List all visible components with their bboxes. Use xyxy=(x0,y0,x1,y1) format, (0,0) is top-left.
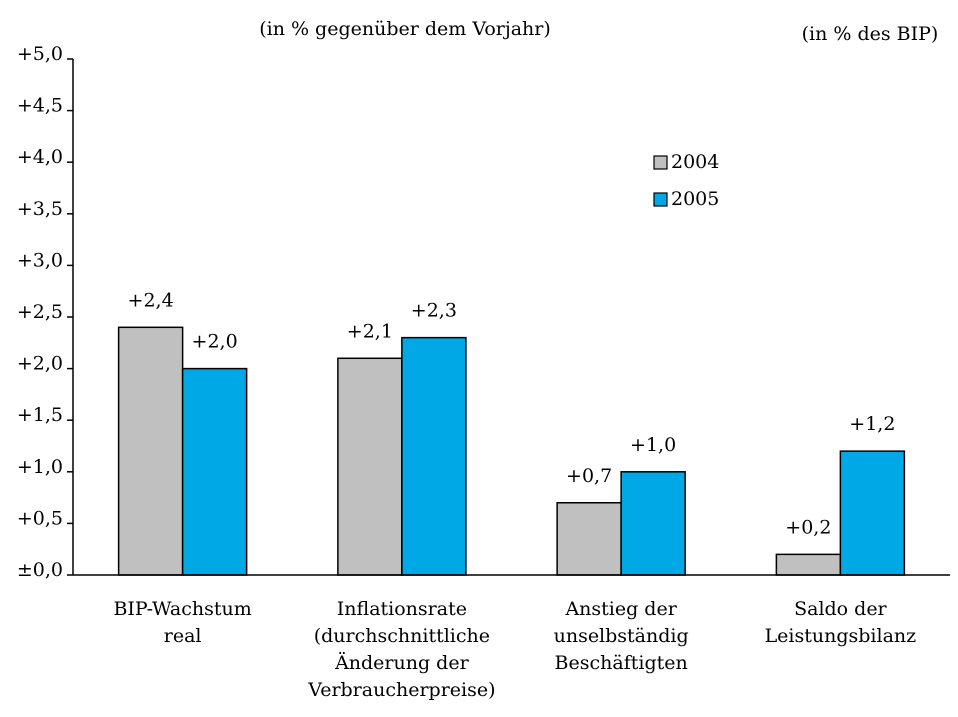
y-tick-label: +3,0 xyxy=(17,249,63,271)
y-tick-label: +4,5 xyxy=(17,95,63,117)
annotation: (in % gegenüber dem Vorjahr) xyxy=(259,18,551,40)
y-tick-label: +1,0 xyxy=(17,456,63,478)
y-tick-label: +2,5 xyxy=(17,301,63,323)
y-tick-label: +2,0 xyxy=(17,353,63,375)
y-tick-label: +1,5 xyxy=(17,404,63,426)
bar xyxy=(775,553,842,576)
x-tick-label-line: Saldo der xyxy=(794,598,887,620)
x-tick-label: Saldo der Leistungsbilanz xyxy=(765,598,917,647)
legend-swatch xyxy=(653,155,668,170)
x-tick-label-line: Leistungsbilanz xyxy=(765,625,917,647)
data-label: +1,0 xyxy=(630,434,676,456)
legend-swatch xyxy=(653,192,668,207)
bar xyxy=(181,367,248,576)
x-tick-label: Anstieg der unselbständig Beschäftigten xyxy=(554,598,689,674)
data-label: +2,3 xyxy=(411,300,457,322)
legend-label: 2005 xyxy=(671,188,719,210)
y-tick-label: ±0,0 xyxy=(17,559,63,581)
y-tick-label: +3,5 xyxy=(17,198,63,220)
x-tick-label-line: (durchschnittliche xyxy=(314,625,490,647)
x-tick-label-line: BIP-Wachstum xyxy=(113,598,251,620)
bar xyxy=(556,502,622,576)
data-label: +2,0 xyxy=(192,331,238,353)
x-tick-label-line: Verbraucherpreise) xyxy=(307,679,495,701)
bar xyxy=(117,326,184,576)
data-label: +2,1 xyxy=(347,320,393,342)
y-tick-label: +0,5 xyxy=(17,507,63,529)
y-tick-label: +4,0 xyxy=(17,146,63,168)
x-tick-label-line: Beschäftigten xyxy=(555,652,688,674)
x-tick-label-line: Inflationsrate xyxy=(337,598,467,620)
legend-label: 2004 xyxy=(671,151,719,173)
data-label: +0,7 xyxy=(566,465,612,487)
data-label: +1,2 xyxy=(849,413,895,435)
x-tick-label: Inflationsrate (durchschnittliche Änderung… xyxy=(307,598,495,701)
x-tick-label-line: Änderung der xyxy=(334,651,470,674)
data-label: +0,2 xyxy=(785,516,831,538)
x-tick-label-line: real xyxy=(164,625,202,647)
bar xyxy=(620,471,686,576)
bar xyxy=(401,336,467,576)
bar xyxy=(337,357,403,576)
x-tick-label-line: unselbständig xyxy=(554,625,689,647)
annotation: (in % des BIP) xyxy=(802,23,939,45)
bar xyxy=(839,450,906,576)
x-tick-label: BIP-Wachstum real xyxy=(113,598,251,647)
y-tick-label: +5,0 xyxy=(17,43,63,65)
x-tick-label-line: Anstieg der xyxy=(564,598,677,620)
data-label: +2,4 xyxy=(128,289,174,311)
